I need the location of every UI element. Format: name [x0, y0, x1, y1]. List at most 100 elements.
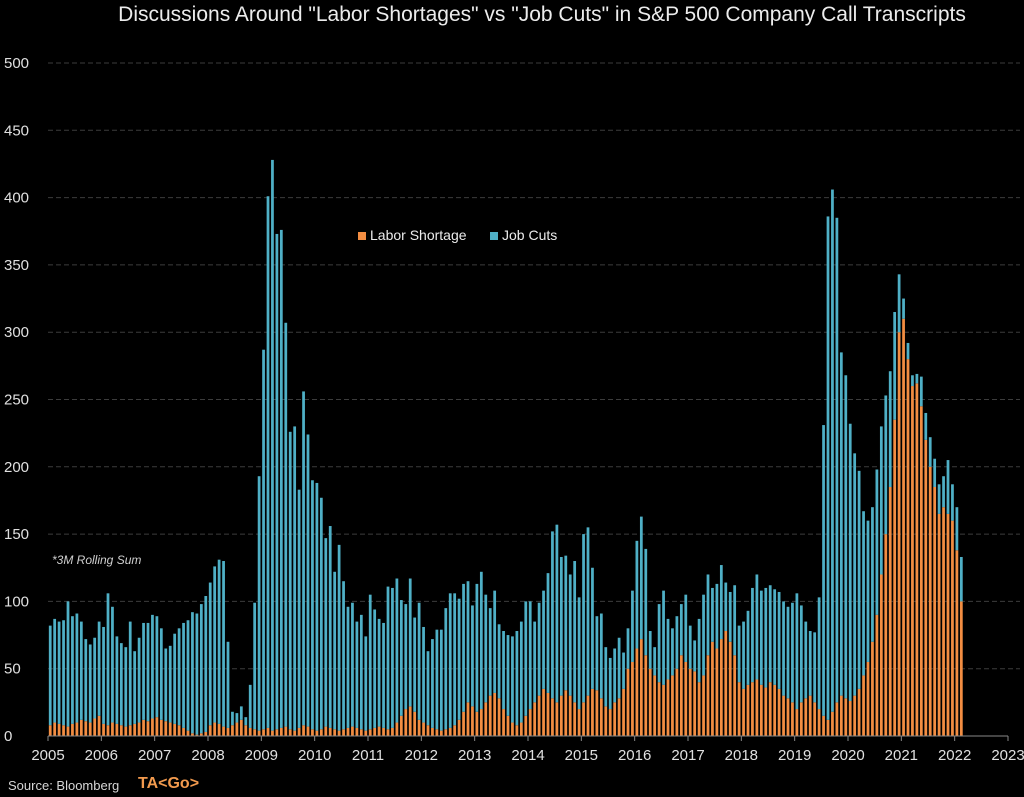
bar-labor-shortage	[524, 715, 528, 736]
bar-labor-shortage	[919, 406, 923, 736]
bar-job-cuts	[284, 322, 288, 727]
y-tick-label: 250	[4, 392, 29, 409]
bar-job-cuts	[493, 590, 497, 693]
bar-job-cuts	[253, 602, 257, 730]
bar-labor-shortage	[711, 641, 714, 736]
bar-labor-shortage	[813, 702, 817, 736]
bar-job-cuts	[368, 594, 372, 730]
bar-labor-shortage	[951, 520, 954, 736]
brand-label[interactable]: TA<Go>	[138, 775, 200, 792]
bar-labor-shortage	[497, 698, 501, 736]
bar-labor-shortage	[399, 715, 403, 736]
bar-job-cuts	[573, 561, 577, 703]
bar-labor-shortage	[804, 698, 808, 736]
bar-labor-shortage	[475, 711, 479, 736]
bar-job-cuts	[533, 621, 537, 703]
y-tick-label: 300	[4, 324, 29, 341]
bar-labor-shortage	[715, 648, 719, 736]
bar-job-cuts	[617, 637, 621, 699]
bar-job-cuts	[857, 470, 861, 689]
bar-labor-shortage	[759, 684, 763, 736]
x-tick-label: 2015	[565, 747, 598, 764]
bar-job-cuts	[862, 511, 865, 676]
bar-labor-shortage	[924, 439, 928, 736]
x-tick-label: 2011	[352, 747, 384, 764]
bar-job-cuts	[208, 582, 212, 726]
bar-labor-shortage	[942, 507, 945, 736]
bar-labor-shortage	[826, 719, 830, 736]
bar-labor-shortage	[577, 709, 581, 736]
bar-job-cuts	[928, 437, 932, 467]
bar-labor-shortage	[675, 668, 679, 736]
bar-job-cuts	[93, 637, 97, 719]
bar-job-cuts	[404, 604, 408, 710]
bar-job-cuts	[57, 621, 61, 724]
bar-job-cuts	[751, 587, 754, 683]
bar-job-cuts	[502, 631, 505, 710]
bar-labor-shortage	[528, 709, 532, 736]
bar-job-cuts	[671, 628, 674, 676]
bar-labor-shortage	[315, 730, 319, 736]
bar-job-cuts	[377, 618, 381, 727]
bar-labor-shortage	[297, 727, 301, 736]
bar-job-cuts	[337, 544, 341, 731]
bar-job-cuts	[324, 538, 328, 727]
bar-job-cuts	[391, 587, 394, 728]
bar-labor-shortage	[173, 723, 177, 736]
bar-job-cuts	[97, 621, 101, 716]
bar-job-cuts	[79, 621, 83, 720]
bar-labor-shortage	[382, 727, 385, 736]
bar-job-cuts	[222, 561, 225, 727]
bar-job-cuts	[306, 434, 310, 727]
bar-labor-shortage	[142, 719, 145, 736]
bar-labor-shortage	[915, 383, 919, 736]
bar-labor-shortage	[177, 725, 181, 736]
bar-job-cuts	[471, 605, 474, 707]
bar-job-cuts	[591, 567, 594, 689]
bar-job-cuts	[239, 706, 243, 720]
bar-job-cuts	[511, 636, 514, 723]
bar-labor-shortage	[946, 513, 950, 736]
x-tick-label: 2021	[885, 747, 918, 764]
source-label: Source: Bloomberg	[8, 778, 120, 793]
bar-labor-shortage	[448, 727, 452, 736]
bar-job-cuts	[137, 637, 141, 723]
y-grid	[48, 62, 1020, 670]
bar-job-cuts	[626, 628, 630, 669]
bar-labor-shortage	[733, 655, 737, 736]
bar-labor-shortage	[208, 725, 212, 736]
bar-job-cuts	[191, 612, 194, 734]
x-tick-label: 2009	[245, 747, 278, 764]
y-tick-label: 150	[4, 526, 29, 543]
bar-labor-shortage	[204, 731, 208, 736]
bar-labor-shortage	[359, 729, 363, 736]
bar-labor-shortage	[404, 709, 408, 736]
bar-job-cuts	[355, 621, 359, 728]
bar-labor-shortage	[168, 722, 172, 736]
bar-job-cuts	[382, 622, 385, 728]
bar-labor-shortage	[408, 706, 412, 736]
bar-labor-shortage	[471, 706, 474, 736]
bar-job-cuts	[639, 516, 643, 640]
bar-job-cuts	[937, 484, 941, 514]
bar-labor-shortage	[666, 679, 670, 736]
bar-job-cuts	[71, 616, 74, 724]
legend-label-labor: Labor Shortage	[370, 227, 467, 243]
bar-job-cuts	[551, 531, 554, 699]
y-tick-label: 0	[4, 728, 12, 745]
bar-labor-shortage	[831, 711, 834, 736]
bar-labor-shortage	[115, 723, 119, 736]
bar-labor-shortage	[791, 702, 794, 736]
bar-labor-shortage	[533, 702, 537, 736]
bar-labor-shortage	[368, 729, 372, 736]
bar-job-cuts	[906, 342, 910, 360]
bar-job-cuts	[439, 629, 443, 731]
x-tick-label: 2019	[778, 747, 811, 764]
bar-job-cuts	[279, 229, 283, 728]
bar-labor-shortage	[777, 688, 781, 736]
bar-job-cuts	[115, 636, 119, 724]
bar-job-cuts	[675, 616, 679, 669]
bar-labor-shortage	[426, 725, 430, 736]
bar-job-cuts	[697, 618, 701, 683]
bar-labor-shortage	[746, 684, 750, 736]
